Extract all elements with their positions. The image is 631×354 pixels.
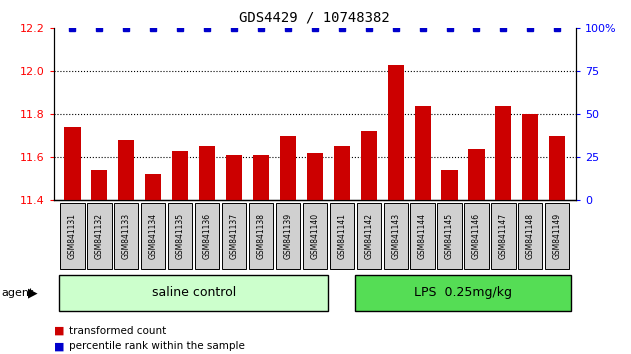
Bar — [226, 155, 242, 200]
Bar — [199, 146, 215, 200]
Text: percentile rank within the sample: percentile rank within the sample — [69, 341, 245, 351]
Text: GSM841138: GSM841138 — [257, 213, 266, 259]
Bar — [387, 65, 404, 200]
Bar — [91, 170, 107, 200]
FancyBboxPatch shape — [355, 275, 570, 311]
Bar — [522, 114, 538, 200]
Text: GSM841135: GSM841135 — [175, 213, 185, 259]
Text: GSM841139: GSM841139 — [283, 213, 292, 259]
Bar — [468, 148, 485, 200]
Text: GDS4429 / 10748382: GDS4429 / 10748382 — [240, 11, 390, 25]
FancyBboxPatch shape — [168, 203, 192, 269]
Text: GSM841145: GSM841145 — [445, 213, 454, 259]
Bar — [495, 105, 512, 200]
Text: GSM841140: GSM841140 — [310, 213, 319, 259]
Text: GSM841131: GSM841131 — [68, 213, 77, 259]
Text: agent: agent — [1, 288, 33, 298]
Text: GSM841142: GSM841142 — [364, 213, 373, 259]
FancyBboxPatch shape — [464, 203, 488, 269]
FancyBboxPatch shape — [59, 275, 328, 311]
Text: transformed count: transformed count — [69, 326, 167, 336]
Text: GSM841143: GSM841143 — [391, 213, 400, 259]
FancyBboxPatch shape — [303, 203, 327, 269]
Text: GSM841149: GSM841149 — [553, 213, 562, 259]
Text: GSM841136: GSM841136 — [203, 213, 211, 259]
FancyBboxPatch shape — [518, 203, 543, 269]
Text: LPS  0.25mg/kg: LPS 0.25mg/kg — [414, 286, 512, 299]
FancyBboxPatch shape — [61, 203, 85, 269]
Bar — [307, 153, 323, 200]
Text: GSM841132: GSM841132 — [95, 213, 104, 259]
FancyBboxPatch shape — [87, 203, 112, 269]
Text: GSM841134: GSM841134 — [149, 213, 158, 259]
Text: GSM841144: GSM841144 — [418, 213, 427, 259]
FancyBboxPatch shape — [276, 203, 300, 269]
Text: GSM841146: GSM841146 — [472, 213, 481, 259]
Bar — [415, 105, 431, 200]
FancyBboxPatch shape — [249, 203, 273, 269]
FancyBboxPatch shape — [357, 203, 381, 269]
Text: GSM841148: GSM841148 — [526, 213, 535, 259]
Bar — [442, 170, 457, 200]
Bar — [549, 136, 565, 200]
Bar — [334, 146, 350, 200]
FancyBboxPatch shape — [195, 203, 219, 269]
Text: ▶: ▶ — [28, 286, 37, 299]
FancyBboxPatch shape — [545, 203, 569, 269]
Bar — [280, 136, 296, 200]
Bar — [361, 131, 377, 200]
FancyBboxPatch shape — [492, 203, 516, 269]
FancyBboxPatch shape — [141, 203, 165, 269]
Text: GSM841137: GSM841137 — [230, 213, 239, 259]
FancyBboxPatch shape — [411, 203, 435, 269]
Bar — [118, 140, 134, 200]
FancyBboxPatch shape — [437, 203, 462, 269]
FancyBboxPatch shape — [222, 203, 246, 269]
FancyBboxPatch shape — [329, 203, 354, 269]
FancyBboxPatch shape — [384, 203, 408, 269]
Text: GSM841133: GSM841133 — [122, 213, 131, 259]
Text: GSM841141: GSM841141 — [338, 213, 346, 259]
Text: ■: ■ — [54, 341, 64, 351]
Text: saline control: saline control — [151, 286, 236, 299]
Bar — [172, 151, 188, 200]
Bar — [145, 174, 162, 200]
FancyBboxPatch shape — [114, 203, 138, 269]
Text: GSM841147: GSM841147 — [499, 213, 508, 259]
Bar — [64, 127, 81, 200]
Bar — [253, 155, 269, 200]
Text: ■: ■ — [54, 326, 64, 336]
